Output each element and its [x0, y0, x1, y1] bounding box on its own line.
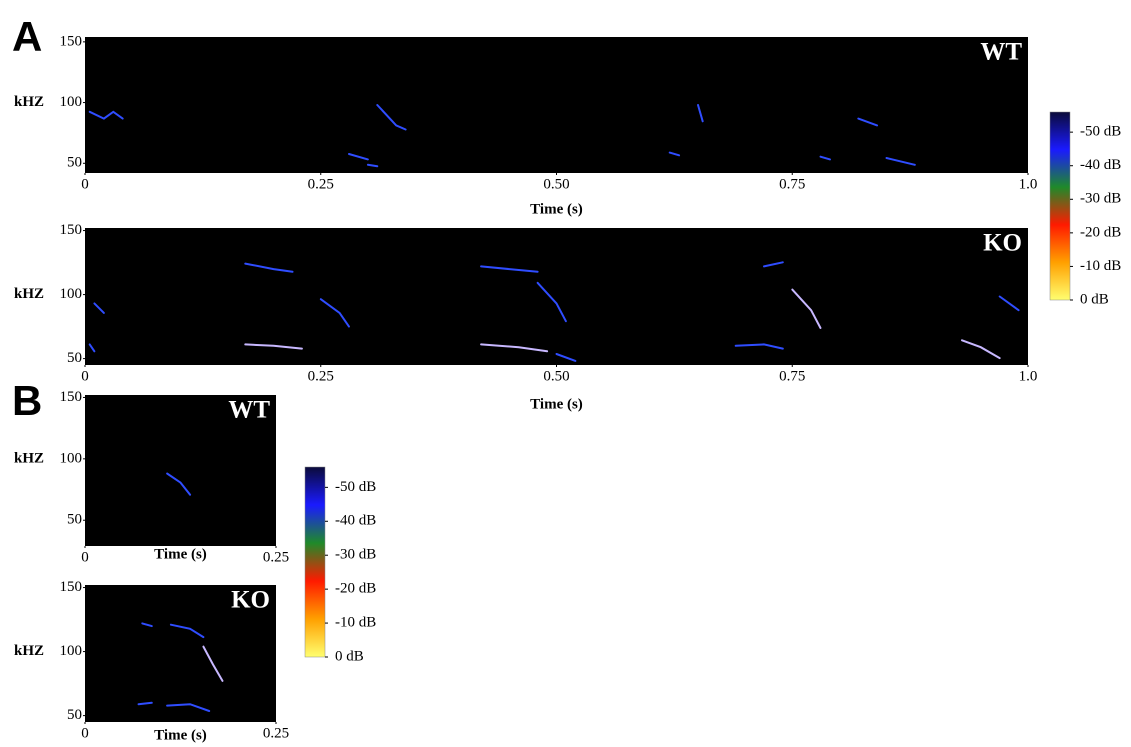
x-axis-label: Time (s) — [154, 727, 207, 743]
colorbar-tick-label: -50 dB — [1080, 124, 1121, 140]
y-tick-label: 50 — [67, 155, 82, 171]
x-tick-label: 0.25 — [263, 549, 289, 565]
colorbar-tick-label: -10 dB — [1080, 258, 1121, 274]
call-trace — [368, 165, 377, 166]
figure: A B WT 50 100 kHZ 150 0 0.25 0.50 0.75 1.0 Time (s… — [0, 0, 1131, 747]
x-tick-label: 0 — [81, 368, 89, 384]
spectrogram — [85, 228, 1028, 365]
y-tick-label: 100 — [60, 450, 83, 466]
x-tick-label: 0.50 — [543, 368, 569, 384]
colorbar-tick-label: -30 dB — [1080, 191, 1121, 207]
x-tick-label: 0 — [81, 725, 89, 741]
y-tick-label: 50 — [67, 350, 82, 366]
colorbar-tick-label: -10 dB — [335, 615, 376, 631]
y-axis-label: kHZ — [14, 286, 44, 302]
spectrogram — [85, 37, 1028, 173]
x-tick-label: 0.50 — [543, 176, 569, 192]
x-tick-label: 0.25 — [308, 176, 334, 192]
call-trace — [139, 703, 152, 704]
y-tick-label: 100 — [60, 94, 83, 110]
colorbar — [305, 467, 325, 657]
colorbar-tick-label: 0 dB — [335, 648, 364, 664]
x-tick-label: 0.75 — [779, 176, 805, 192]
colorbar-tick-label: -30 dB — [335, 547, 376, 563]
y-tick-label: 150 — [60, 579, 83, 595]
panel-condition: KO — [231, 587, 270, 614]
colorbar-tick-label: -40 dB — [335, 513, 376, 529]
y-tick-label: 150 — [60, 389, 83, 405]
colorbar — [1050, 112, 1070, 300]
x-tick-label: 0 — [81, 549, 89, 565]
y-axis-label: kHZ — [14, 643, 44, 659]
y-tick-label: 50 — [67, 707, 82, 723]
y-tick-label: 50 — [67, 512, 82, 528]
x-tick-label: 0.25 — [263, 725, 289, 741]
colorbar-tick-label: -50 dB — [335, 479, 376, 495]
x-axis-label: Time (s) — [530, 201, 583, 217]
panel-condition: WT — [980, 39, 1022, 66]
colorbar-tick-label: -20 dB — [335, 581, 376, 597]
colorbar-tick-label: 0 dB — [1080, 291, 1109, 307]
colorbar-tick-label: -20 dB — [1080, 224, 1121, 240]
y-axis-label: kHZ — [14, 94, 44, 110]
x-tick-label: 0.25 — [308, 368, 334, 384]
y-tick-label: 150 — [60, 222, 83, 238]
panel-condition: KO — [983, 230, 1022, 257]
y-axis-label: kHZ — [14, 450, 44, 466]
x-tick-label: 0 — [81, 176, 89, 192]
x-axis-label: Time (s) — [530, 396, 583, 412]
x-axis-label: Time (s) — [154, 546, 207, 562]
y-tick-label: 150 — [60, 33, 83, 49]
panel-label: B — [12, 377, 42, 424]
panel-label: A — [12, 13, 42, 60]
x-tick-label: 1.0 — [1019, 368, 1038, 384]
y-tick-label: 100 — [60, 643, 83, 659]
panel-condition: WT — [228, 397, 270, 424]
colorbar-tick-label: -40 dB — [1080, 157, 1121, 173]
x-tick-label: 0.75 — [779, 368, 805, 384]
y-tick-label: 100 — [60, 286, 83, 302]
x-tick-label: 1.0 — [1019, 176, 1038, 192]
